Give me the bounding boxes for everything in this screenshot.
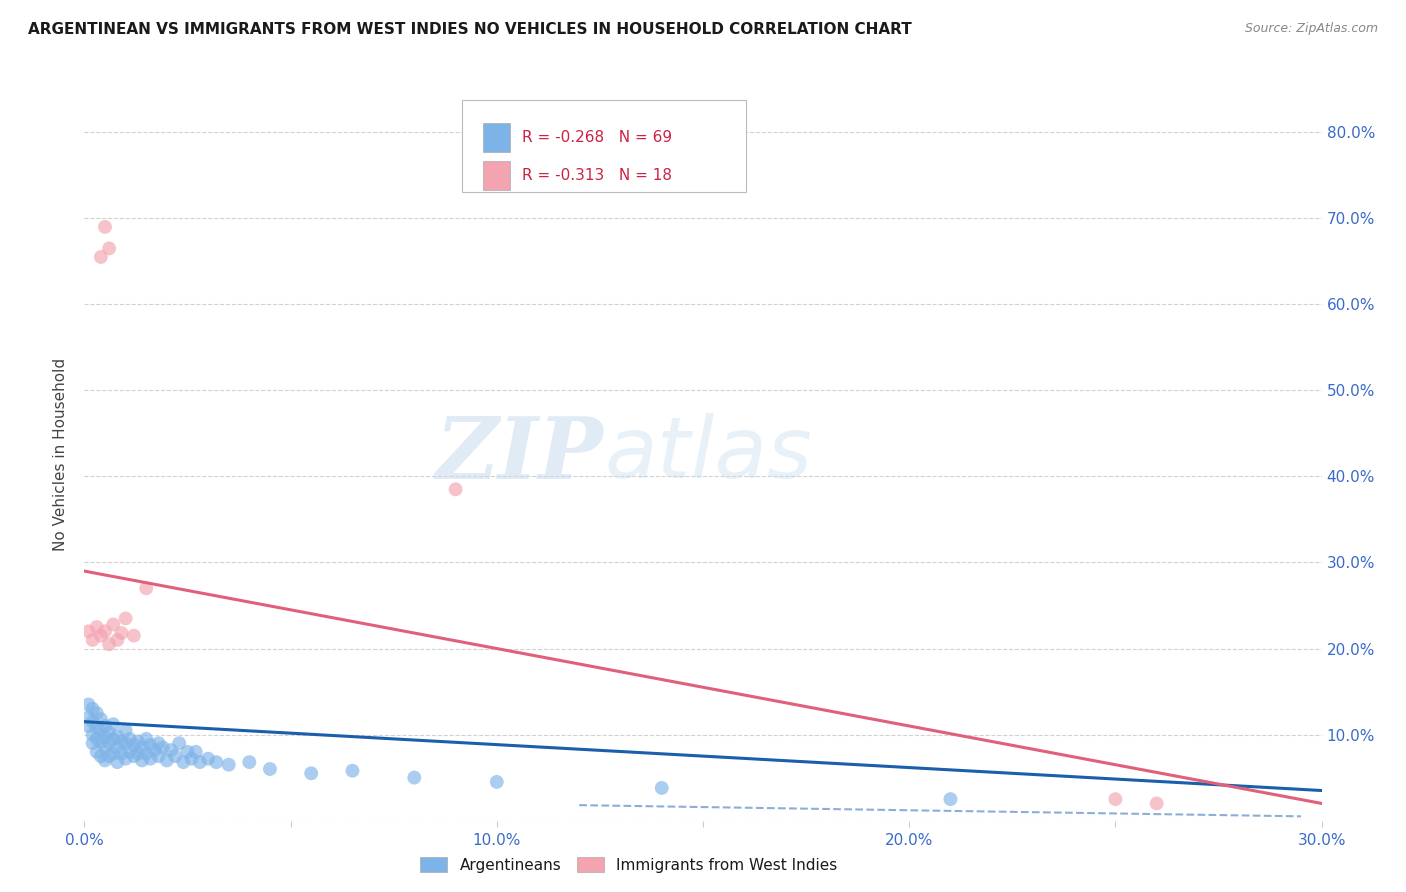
Point — [165, 749, 187, 764]
Point — [90, 629, 112, 643]
Point — [218, 757, 240, 772]
Point — [180, 752, 202, 766]
Point — [98, 749, 121, 764]
Point — [127, 747, 149, 761]
Point — [82, 714, 104, 729]
Point — [94, 729, 117, 743]
Point — [114, 611, 136, 625]
FancyBboxPatch shape — [482, 161, 510, 190]
Legend: Argentineans, Immigrants from West Indies: Argentineans, Immigrants from West Indie… — [413, 851, 844, 879]
Point — [114, 723, 136, 738]
Point — [90, 734, 112, 748]
Point — [90, 250, 112, 264]
Point — [86, 721, 108, 735]
Point — [105, 740, 128, 755]
Point — [188, 755, 211, 769]
Point — [176, 745, 198, 759]
Point — [139, 738, 162, 752]
Point — [1104, 792, 1126, 806]
Point — [94, 740, 117, 755]
Point — [122, 749, 145, 764]
Text: Source: ZipAtlas.com: Source: ZipAtlas.com — [1244, 22, 1378, 36]
Point — [114, 736, 136, 750]
Point — [110, 626, 132, 640]
Point — [98, 736, 121, 750]
Point — [122, 738, 145, 752]
Point — [238, 755, 260, 769]
Point — [152, 740, 174, 755]
Point — [122, 629, 145, 643]
Point — [131, 740, 153, 755]
Point — [103, 617, 125, 632]
Point — [939, 792, 962, 806]
Point — [94, 753, 117, 767]
Point — [98, 637, 121, 651]
FancyBboxPatch shape — [482, 123, 510, 153]
Point — [77, 698, 100, 712]
Point — [103, 731, 125, 746]
Point — [299, 766, 322, 780]
Point — [485, 775, 508, 789]
Point — [114, 752, 136, 766]
Point — [197, 752, 219, 766]
Point — [90, 749, 112, 764]
Point — [172, 755, 194, 769]
Point — [118, 731, 141, 746]
Point — [444, 483, 467, 497]
Point — [94, 624, 117, 639]
Y-axis label: No Vehicles in Household: No Vehicles in Household — [53, 359, 69, 551]
Point — [105, 729, 128, 743]
Point — [82, 702, 104, 716]
Point — [148, 736, 170, 750]
Text: R = -0.268   N = 69: R = -0.268 N = 69 — [523, 130, 672, 145]
Point — [1146, 797, 1168, 811]
Point — [86, 731, 108, 746]
Point — [131, 753, 153, 767]
Point — [90, 723, 112, 738]
Point — [98, 726, 121, 740]
Text: ZIP: ZIP — [436, 413, 605, 497]
Point — [94, 219, 117, 234]
Point — [148, 749, 170, 764]
Point — [90, 712, 112, 726]
Point — [77, 710, 100, 724]
Point — [86, 745, 108, 759]
Point — [127, 734, 149, 748]
Point — [404, 771, 426, 785]
Point — [105, 632, 128, 647]
Point — [77, 624, 100, 639]
Point — [139, 752, 162, 766]
Point — [82, 728, 104, 742]
Point — [143, 743, 166, 757]
Text: R = -0.313   N = 18: R = -0.313 N = 18 — [523, 168, 672, 183]
Point — [110, 734, 132, 748]
Point — [205, 755, 228, 769]
Point — [98, 241, 121, 255]
Point — [135, 731, 157, 746]
Point — [135, 582, 157, 596]
Point — [156, 753, 179, 767]
Point — [103, 747, 125, 761]
Point — [86, 706, 108, 720]
Point — [94, 719, 117, 733]
Point — [103, 717, 125, 731]
Point — [118, 745, 141, 759]
Point — [110, 747, 132, 761]
Point — [184, 745, 207, 759]
Point — [82, 632, 104, 647]
Point — [135, 747, 157, 761]
Point — [77, 719, 100, 733]
Text: ARGENTINEAN VS IMMIGRANTS FROM WEST INDIES NO VEHICLES IN HOUSEHOLD CORRELATION : ARGENTINEAN VS IMMIGRANTS FROM WEST INDI… — [28, 22, 912, 37]
Point — [86, 620, 108, 634]
Point — [651, 780, 673, 795]
Point — [167, 736, 190, 750]
Text: atlas: atlas — [605, 413, 813, 497]
Point — [160, 743, 183, 757]
FancyBboxPatch shape — [461, 100, 747, 192]
Point — [342, 764, 364, 778]
Point — [105, 755, 128, 769]
Point — [259, 762, 281, 776]
Point — [82, 736, 104, 750]
